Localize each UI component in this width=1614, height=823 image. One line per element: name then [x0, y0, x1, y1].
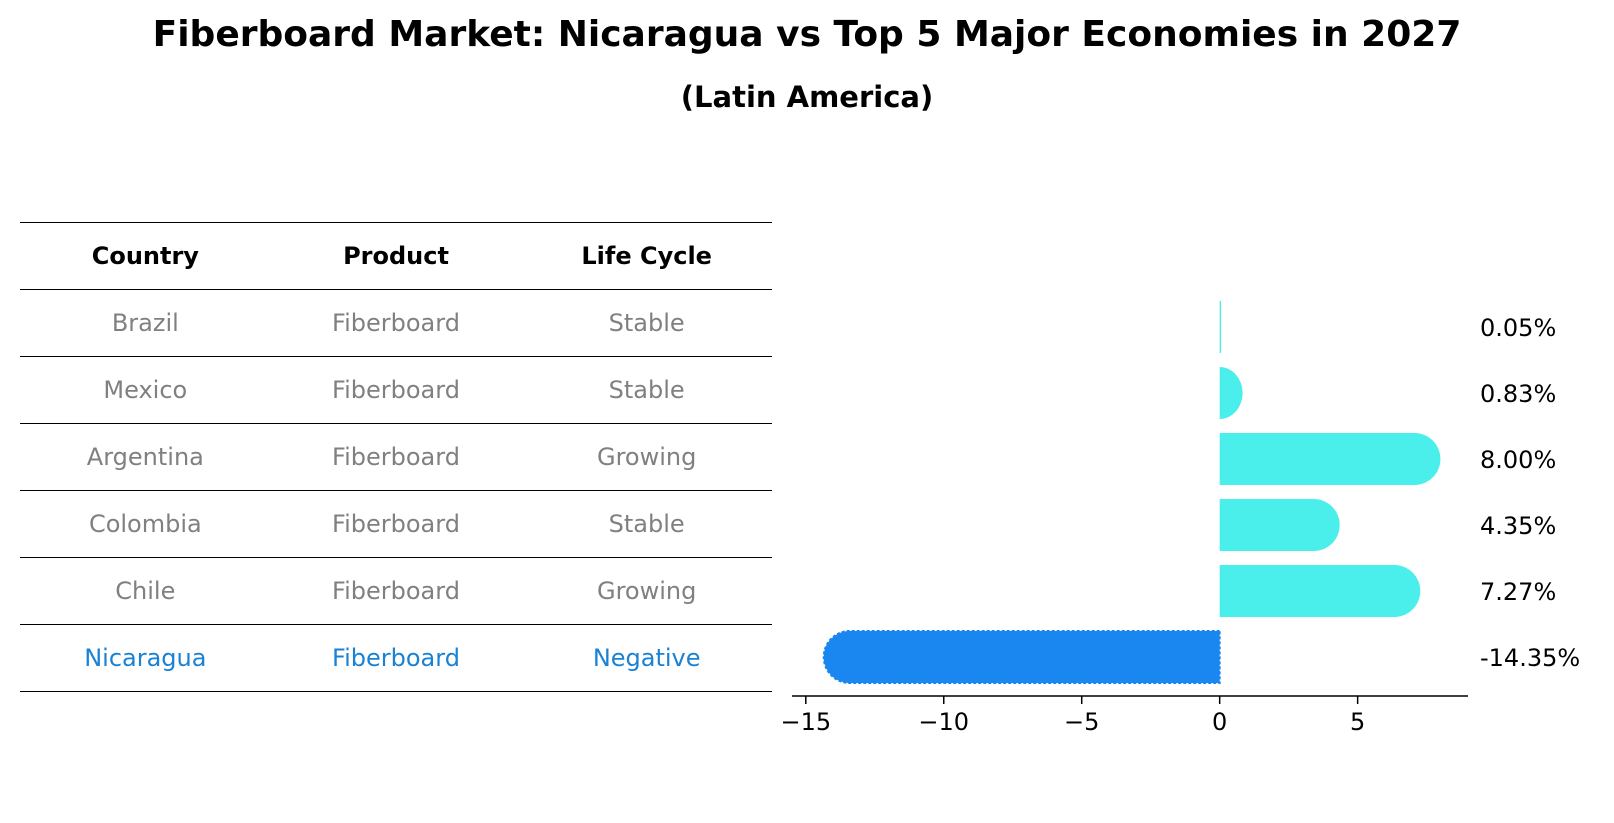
bar-nicaragua [822, 630, 1221, 684]
bar-argentina [1219, 433, 1441, 485]
x-tick-label: 0 [1212, 708, 1227, 736]
cell-country: Brazil [111, 309, 179, 337]
data-label: -14.35% [1480, 644, 1580, 672]
cell-country: Argentina [86, 443, 204, 471]
cell-life-cycle: Negative [592, 644, 701, 672]
table-row: Mexico Fiberboard Stable [20, 356, 772, 423]
table-row: Brazil Fiberboard Stable [20, 289, 772, 356]
cell-life-cycle: Stable [608, 309, 685, 337]
header-country: Country [91, 242, 199, 270]
cell-country: Colombia [88, 510, 202, 538]
chart-subtitle: (Latin America) [680, 80, 934, 114]
bar-mexico [1219, 367, 1243, 419]
cell-country: Mexico [103, 376, 188, 404]
x-tick-label: −10 [918, 708, 969, 736]
header-product: Product [343, 242, 449, 270]
cell-product: Fiberboard [332, 376, 460, 404]
cell-product: Fiberboard [332, 510, 460, 538]
cell-product: Fiberboard [332, 644, 460, 672]
bar-colombia [1219, 499, 1340, 551]
header-life-cycle: Life Cycle [581, 242, 712, 270]
data-label: 8.00% [1480, 446, 1556, 474]
table-row-highlighted: Nicaragua Fiberboard Negative [20, 624, 772, 692]
data-label: 0.83% [1480, 380, 1556, 408]
cell-product: Fiberboard [332, 443, 460, 471]
cell-product: Fiberboard [332, 577, 460, 605]
cell-life-cycle: Growing [596, 443, 697, 471]
cell-country: Nicaragua [84, 644, 207, 672]
table-row: Colombia Fiberboard Stable [20, 490, 772, 557]
cell-life-cycle: Stable [608, 376, 685, 404]
x-tick-label: −5 [1064, 708, 1099, 736]
cell-country: Chile [115, 577, 176, 605]
data-label: 0.05% [1480, 314, 1556, 342]
table-header-row: Country Product Life Cycle [20, 222, 772, 289]
x-tick-label: −15 [780, 708, 831, 736]
x-tick-label: 5 [1350, 708, 1365, 736]
cell-life-cycle: Growing [596, 577, 697, 605]
bar-brazil [1219, 301, 1222, 353]
table-row: Chile Fiberboard Growing [20, 557, 772, 624]
cell-life-cycle: Stable [608, 510, 685, 538]
data-label: 4.35% [1480, 512, 1556, 540]
data-label: 7.27% [1480, 578, 1556, 606]
life-cycle-table: Country Product Life Cycle Brazil Fiberb… [20, 222, 772, 692]
table-row: Argentina Fiberboard Growing [20, 423, 772, 490]
cell-product: Fiberboard [332, 309, 460, 337]
bar-chile [1219, 565, 1421, 617]
chart-title: Fiberboard Market: Nicaragua vs Top 5 Ma… [152, 14, 1462, 55]
